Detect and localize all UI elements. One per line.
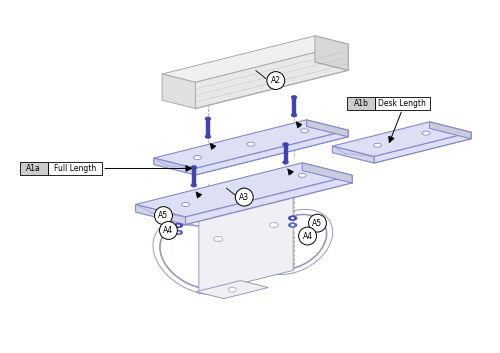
Polygon shape [199, 194, 294, 294]
Ellipse shape [290, 217, 294, 220]
Ellipse shape [176, 224, 180, 227]
Polygon shape [196, 130, 348, 175]
Text: A2: A2 [271, 76, 281, 85]
Ellipse shape [191, 166, 197, 169]
Ellipse shape [174, 223, 183, 228]
Text: Full Length: Full Length [54, 164, 96, 173]
Ellipse shape [228, 287, 236, 292]
Bar [206, 119, 210, 137]
Text: A1a: A1a [26, 164, 41, 173]
Polygon shape [374, 132, 471, 163]
Ellipse shape [288, 223, 297, 228]
Ellipse shape [270, 222, 278, 227]
Text: A4: A4 [302, 232, 312, 240]
Ellipse shape [176, 231, 180, 234]
Bar [284, 144, 288, 162]
Text: A1b: A1b [354, 99, 368, 108]
Ellipse shape [205, 117, 211, 121]
Circle shape [154, 207, 172, 225]
Ellipse shape [214, 237, 222, 241]
Polygon shape [136, 163, 352, 217]
Circle shape [308, 214, 326, 232]
Polygon shape [162, 74, 196, 108]
Ellipse shape [174, 230, 183, 235]
Bar [48, 162, 102, 175]
Bar [20, 162, 48, 175]
Ellipse shape [290, 224, 294, 226]
Text: A5: A5 [158, 211, 168, 220]
Circle shape [267, 72, 284, 90]
Ellipse shape [191, 183, 197, 187]
Polygon shape [149, 181, 302, 220]
Ellipse shape [205, 135, 211, 139]
Polygon shape [332, 146, 374, 163]
Text: A4: A4 [164, 226, 173, 235]
Ellipse shape [247, 142, 255, 146]
Ellipse shape [422, 131, 430, 135]
Circle shape [160, 222, 178, 239]
Ellipse shape [182, 203, 190, 207]
Bar [292, 97, 296, 115]
Polygon shape [190, 185, 302, 220]
Polygon shape [162, 36, 348, 82]
Polygon shape [306, 120, 348, 137]
Polygon shape [332, 122, 471, 157]
Ellipse shape [298, 173, 306, 177]
Ellipse shape [282, 143, 288, 146]
Bar [347, 97, 375, 110]
Ellipse shape [288, 216, 297, 221]
Polygon shape [154, 158, 196, 175]
Ellipse shape [240, 188, 248, 192]
Circle shape [298, 227, 316, 245]
Text: A3: A3 [239, 193, 250, 202]
Bar [192, 167, 196, 185]
Polygon shape [196, 44, 348, 108]
Bar [375, 97, 430, 110]
Polygon shape [196, 281, 268, 299]
Ellipse shape [291, 113, 297, 117]
Ellipse shape [194, 156, 202, 160]
Polygon shape [186, 175, 352, 225]
Polygon shape [315, 36, 348, 70]
Ellipse shape [291, 95, 297, 99]
Ellipse shape [282, 160, 288, 164]
Ellipse shape [300, 129, 308, 133]
Ellipse shape [374, 143, 382, 147]
Polygon shape [136, 204, 186, 225]
Text: A5: A5 [312, 219, 322, 228]
Text: Desk Length: Desk Length [378, 99, 426, 108]
Polygon shape [430, 122, 471, 139]
Polygon shape [302, 163, 352, 183]
Polygon shape [154, 120, 348, 168]
Circle shape [236, 188, 253, 206]
